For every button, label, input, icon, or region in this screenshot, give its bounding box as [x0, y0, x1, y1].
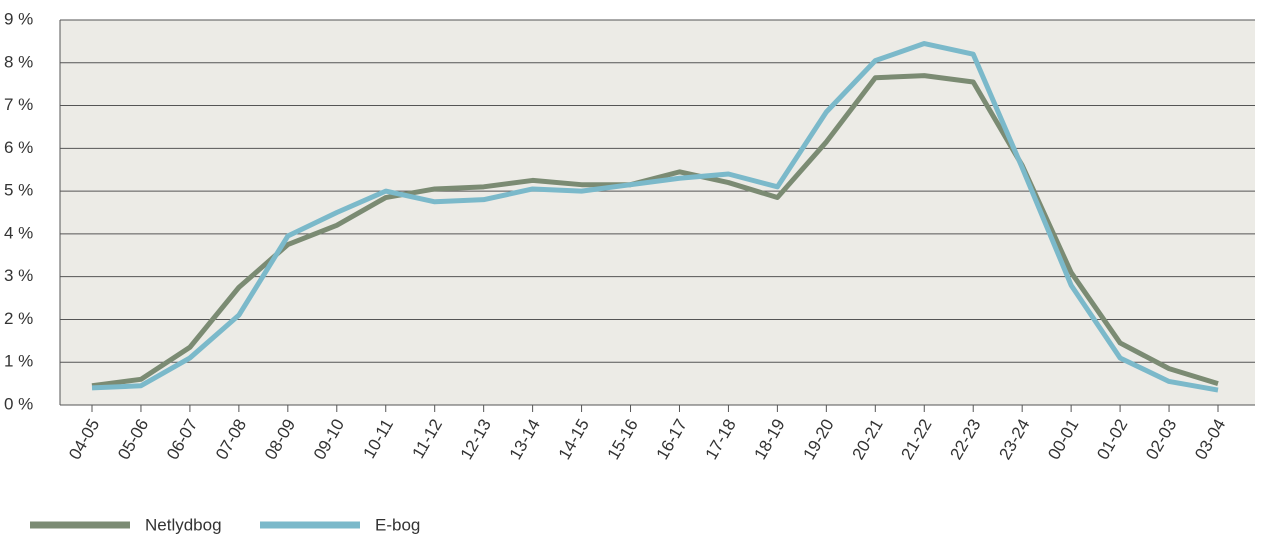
x-tick-label: 18-19: [751, 416, 789, 463]
plot-area: [60, 20, 1255, 405]
x-tick-label: 07-08: [212, 416, 250, 463]
y-tick-label: 1 %: [4, 352, 33, 371]
x-tick-label: 06-07: [163, 416, 201, 463]
y-tick-label: 7 %: [4, 95, 33, 114]
x-tick-label: 13-14: [506, 416, 544, 463]
y-tick-label: 6 %: [4, 138, 33, 157]
x-tick-label: 10-11: [360, 416, 398, 462]
y-tick-label: 5 %: [4, 181, 33, 200]
x-tick-label: 20-21: [848, 416, 886, 463]
x-tick-label: 16-17: [653, 416, 691, 463]
line-series: [91, 41, 1219, 393]
x-tick-label: 05-06: [114, 416, 152, 463]
x-tick-label: 12-13: [457, 416, 495, 463]
x-tick-label: 19-20: [799, 416, 837, 463]
x-tick-label: 08-09: [261, 416, 299, 463]
x-tick-label: 02-03: [1142, 416, 1180, 463]
y-tick-label: 0 %: [4, 394, 33, 413]
x-tick-label: 04-05: [65, 416, 103, 463]
x-tick-label: 15-16: [604, 416, 642, 463]
legend-label: Netlydbog: [145, 515, 222, 534]
x-tick-label: 11-12: [408, 416, 446, 462]
y-tick-label: 8 %: [4, 52, 33, 71]
x-tick-label: 01-02: [1093, 416, 1131, 463]
y-tick-label: 4 %: [4, 223, 33, 242]
y-tick-label: 3 %: [4, 266, 33, 285]
x-tick-label: 21-22: [897, 416, 935, 463]
y-tick-label: 9 %: [4, 9, 33, 28]
x-tick-label: 00-01: [1044, 416, 1082, 463]
x-tick-label: 22-23: [946, 416, 984, 463]
y-tick-label: 2 %: [4, 309, 33, 328]
x-tick-label: 14-15: [555, 416, 593, 463]
x-tick-label: 09-10: [310, 416, 348, 463]
x-tick-label: 17-18: [702, 416, 740, 463]
x-tick-label: 03-04: [1191, 416, 1229, 463]
x-tick-label: 23-24: [995, 416, 1033, 463]
legend-label: E-bog: [375, 515, 420, 534]
